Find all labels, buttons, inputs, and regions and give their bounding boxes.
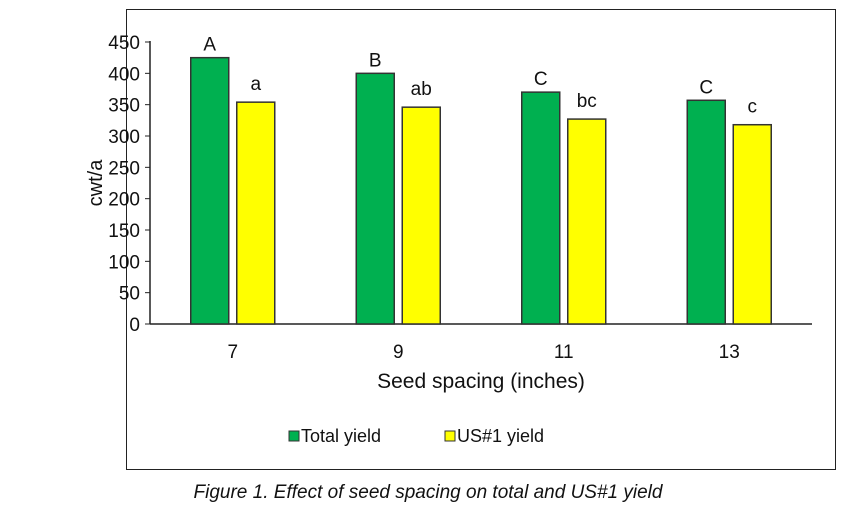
significance-letter: C: [534, 69, 548, 90]
significance-letter: c: [748, 97, 758, 118]
y-axis-label: cwt/a: [85, 159, 107, 207]
bar-us1-9: [401, 106, 441, 325]
legend-swatch-0: [288, 430, 300, 442]
x-axis-label: Seed spacing (inches): [377, 370, 585, 393]
significance-letter: B: [369, 50, 382, 71]
significance-letter: bc: [577, 91, 597, 112]
significance-letter: A: [203, 35, 216, 56]
y-tick-label: 150: [108, 221, 140, 242]
bar-total-7: [190, 56, 230, 325]
y-tick-label: 100: [108, 252, 140, 273]
bar-total-9: [355, 72, 395, 325]
x-tick-label: 7: [227, 342, 238, 363]
legend-label-1: US#1 yield: [457, 426, 544, 446]
significance-letter: a: [250, 74, 261, 95]
x-tick-label: 11: [554, 342, 574, 363]
bar-us1-11: [567, 118, 607, 325]
figure-caption: Figure 1. Effect of seed spacing on tota…: [193, 482, 663, 503]
legend-label-0: Total yield: [301, 426, 381, 446]
legend-swatch-1: [444, 430, 456, 442]
bar-total-11: [521, 91, 561, 325]
chart-frame: [126, 9, 836, 470]
x-tick-label: 13: [719, 342, 740, 363]
y-tick-label: 350: [108, 96, 140, 117]
y-tick-label: 450: [108, 33, 140, 54]
y-tick-label: 250: [108, 158, 140, 179]
y-tick-label: 400: [108, 64, 140, 85]
y-tick-label: 300: [108, 127, 140, 148]
y-tick-label: 0: [129, 315, 140, 336]
significance-letter: ab: [411, 79, 432, 100]
y-tick-label: 50: [119, 284, 140, 305]
significance-letter: C: [699, 77, 713, 98]
x-tick-label: 9: [393, 342, 404, 363]
bar-us1-13: [732, 123, 772, 325]
bar-total-13: [686, 99, 726, 325]
y-tick-label: 200: [108, 190, 140, 211]
bar-us1-7: [236, 101, 276, 325]
